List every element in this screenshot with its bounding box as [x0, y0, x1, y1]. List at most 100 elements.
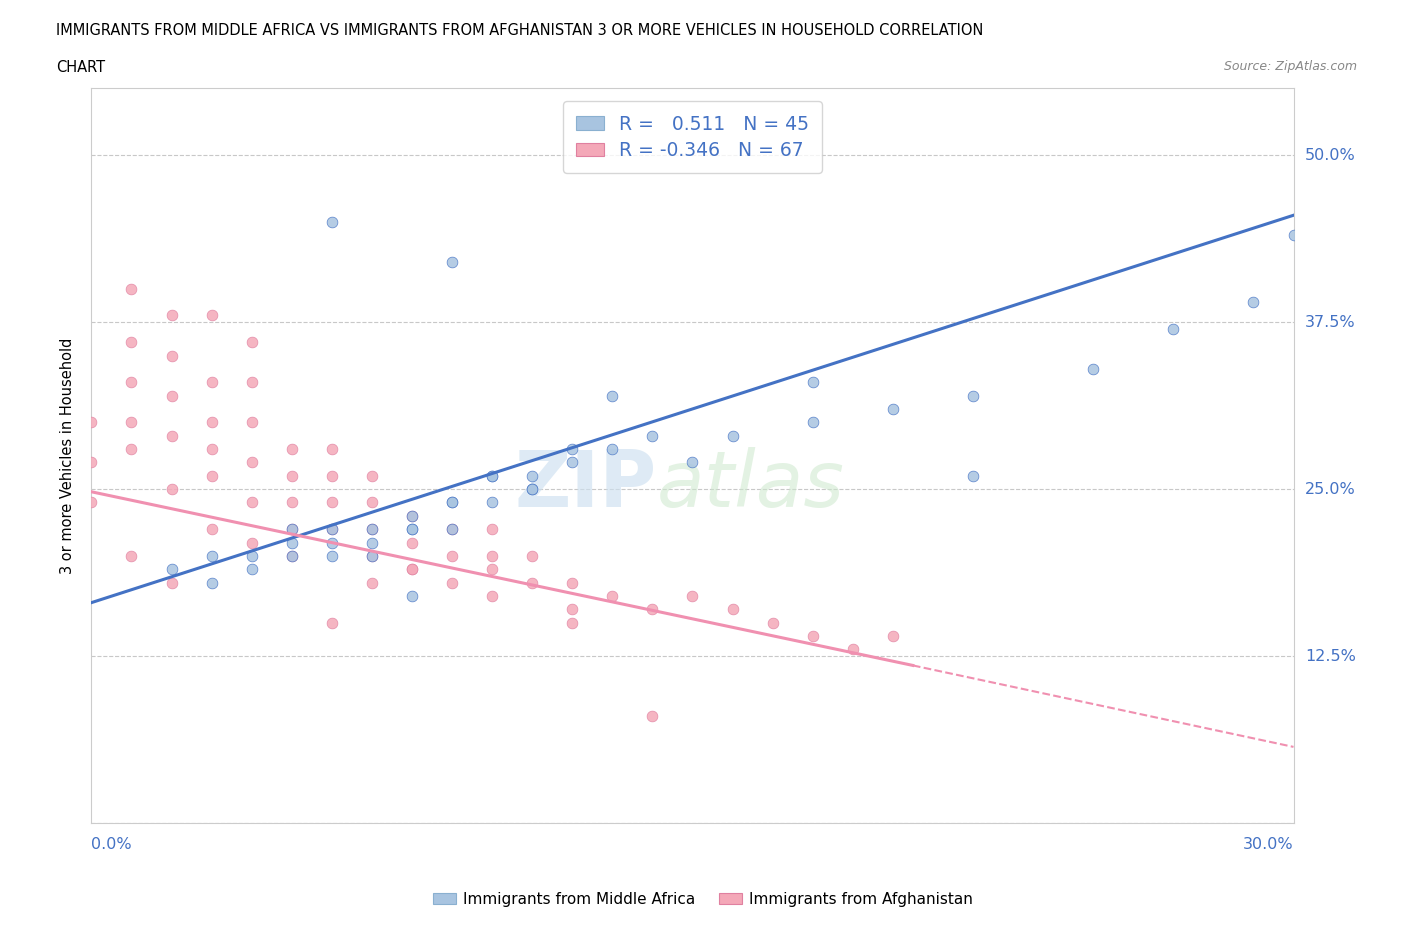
Point	[321, 495, 343, 510]
Point	[201, 375, 224, 390]
Point	[201, 522, 224, 537]
Point	[641, 709, 664, 724]
Point	[561, 455, 583, 470]
Point	[962, 388, 984, 403]
Point	[440, 522, 463, 537]
Point	[360, 549, 382, 564]
Point	[121, 281, 143, 296]
Point	[240, 535, 263, 550]
Point	[801, 629, 824, 644]
Text: 50.0%: 50.0%	[1305, 148, 1355, 163]
Point	[240, 415, 263, 430]
Point	[360, 575, 382, 590]
Point	[1243, 295, 1265, 310]
Point	[201, 308, 224, 323]
Point	[522, 482, 544, 497]
Point	[201, 469, 224, 484]
Point	[321, 549, 343, 564]
Point	[201, 575, 224, 590]
Point	[121, 442, 143, 457]
Point	[440, 495, 463, 510]
Point	[360, 495, 382, 510]
Point	[321, 535, 343, 550]
Point	[240, 375, 263, 390]
Text: 30.0%: 30.0%	[1243, 837, 1294, 852]
Point	[281, 549, 304, 564]
Point	[401, 562, 423, 577]
Point	[401, 509, 423, 524]
Point	[240, 335, 263, 350]
Text: 37.5%: 37.5%	[1305, 314, 1355, 329]
Text: 0.0%: 0.0%	[91, 837, 132, 852]
Point	[240, 495, 263, 510]
Point	[360, 522, 382, 537]
Point	[360, 522, 382, 537]
Y-axis label: 3 or more Vehicles in Household: 3 or more Vehicles in Household	[60, 338, 76, 574]
Point	[440, 575, 463, 590]
Point	[121, 335, 143, 350]
Point	[522, 482, 544, 497]
Point	[602, 388, 624, 403]
Point	[481, 469, 503, 484]
Point	[80, 415, 103, 430]
Point	[321, 616, 343, 631]
Point	[160, 482, 183, 497]
Point	[281, 495, 304, 510]
Point	[360, 469, 382, 484]
Point	[721, 602, 744, 617]
Point	[1083, 362, 1105, 377]
Point	[201, 415, 224, 430]
Point	[681, 589, 703, 604]
Point	[882, 629, 904, 644]
Point	[401, 535, 423, 550]
Point	[281, 522, 304, 537]
Point	[481, 469, 503, 484]
Text: IMMIGRANTS FROM MIDDLE AFRICA VS IMMIGRANTS FROM AFGHANISTAN 3 OR MORE VEHICLES : IMMIGRANTS FROM MIDDLE AFRICA VS IMMIGRA…	[56, 23, 984, 38]
Point	[321, 522, 343, 537]
Legend: R =   0.511   N = 45, R = -0.346   N = 67: R = 0.511 N = 45, R = -0.346 N = 67	[562, 101, 823, 173]
Point	[160, 308, 183, 323]
Point	[401, 522, 423, 537]
Legend: Immigrants from Middle Africa, Immigrants from Afghanistan: Immigrants from Middle Africa, Immigrant…	[427, 886, 979, 913]
Point	[281, 522, 304, 537]
Point	[481, 562, 503, 577]
Point	[401, 522, 423, 537]
Point	[481, 495, 503, 510]
Point	[240, 455, 263, 470]
Point	[121, 415, 143, 430]
Point	[121, 375, 143, 390]
Point	[440, 495, 463, 510]
Text: 12.5%: 12.5%	[1305, 648, 1355, 664]
Point	[522, 469, 544, 484]
Text: 25.0%: 25.0%	[1305, 482, 1355, 497]
Point	[80, 495, 103, 510]
Point	[281, 469, 304, 484]
Point	[240, 562, 263, 577]
Point	[121, 549, 143, 564]
Point	[281, 442, 304, 457]
Point	[321, 522, 343, 537]
Point	[401, 562, 423, 577]
Point	[841, 642, 863, 657]
Point	[481, 522, 503, 537]
Text: atlas: atlas	[657, 447, 844, 523]
Point	[440, 522, 463, 537]
Point	[522, 575, 544, 590]
Point	[321, 215, 343, 230]
Point	[1163, 322, 1185, 337]
Point	[160, 428, 183, 443]
Point	[321, 442, 343, 457]
Point	[160, 562, 183, 577]
Point	[160, 575, 183, 590]
Point	[360, 535, 382, 550]
Point	[281, 549, 304, 564]
Point	[681, 455, 703, 470]
Point	[360, 549, 382, 564]
Point	[801, 415, 824, 430]
Point	[641, 602, 664, 617]
Point	[160, 388, 183, 403]
Point	[440, 255, 463, 270]
Point	[641, 428, 664, 443]
Point	[561, 442, 583, 457]
Point	[281, 535, 304, 550]
